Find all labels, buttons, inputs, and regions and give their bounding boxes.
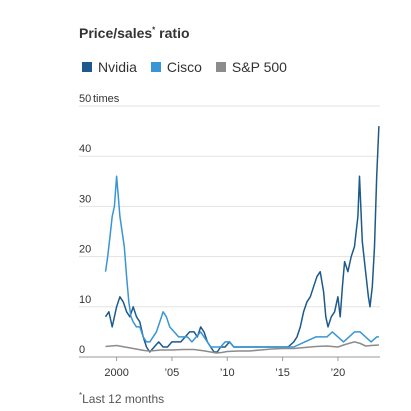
- legend-item-cisco: Cisco: [150, 59, 202, 75]
- chart-legend: Nvidia Cisco S&P 500: [82, 59, 287, 75]
- x-tick-label-2015: ’15: [275, 367, 290, 379]
- x-tick-label-2010: ’10: [220, 367, 235, 379]
- y-tick-label-40: 40: [79, 143, 91, 155]
- legend-label-cisco: Cisco: [166, 59, 202, 75]
- y-axis: 0 10 20 30 40 50 times: [79, 93, 120, 356]
- chart-title: Price/sales* ratio: [79, 25, 190, 41]
- y-tick-label-10: 10: [79, 294, 91, 306]
- y-unit-label: times: [93, 93, 120, 105]
- x-tick-label-2000: 2000: [104, 367, 128, 379]
- series-lines: [104, 126, 380, 354]
- footnote: *Last 12 months: [79, 391, 165, 406]
- y-tick-label-30: 30: [79, 193, 91, 205]
- x-tick-label-2005: ’05: [165, 367, 180, 379]
- y-tick-label-20: 20: [79, 244, 91, 256]
- series-line-nvidia: [104, 126, 380, 353]
- legend-swatch-nvidia: [82, 62, 92, 72]
- legend-item-nvidia: Nvidia: [82, 59, 137, 75]
- x-axis: 2000 ’05 ’10 ’15 ’20: [104, 357, 345, 379]
- legend-label-nvidia: Nvidia: [98, 59, 137, 75]
- legend-swatch-sp500: [215, 62, 226, 72]
- legend-item-sp500: S&P 500: [215, 59, 287, 75]
- x-tick-label-2020: ’20: [331, 367, 346, 379]
- legend-swatch-cisco: [150, 62, 161, 72]
- y-tick-label-0: 0: [79, 344, 85, 356]
- legend-label-sp500: S&P 500: [231, 59, 287, 75]
- series-line-s-p-500: [105, 341, 379, 354]
- grid-lines: [79, 105, 380, 358]
- y-tick-label-50: 50: [79, 93, 91, 105]
- series-line-cisco: [104, 175, 379, 348]
